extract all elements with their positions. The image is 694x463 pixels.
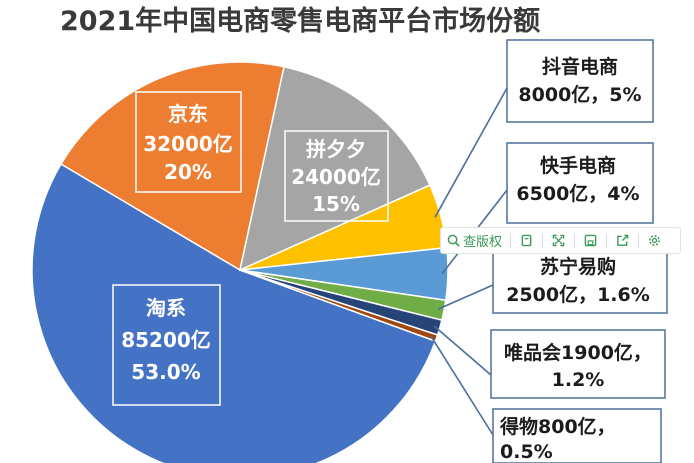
label-pinxixi-name: 拼夕夕: [306, 137, 366, 161]
callout-suning-name: 苏宁易购: [540, 255, 616, 278]
label-taoxi-percent: 53.0%: [131, 360, 200, 384]
leader-line-suning: [437, 284, 494, 310]
callout-vip-value: 唯品会1900亿，: [504, 341, 652, 364]
toolbar-divider: [510, 233, 512, 248]
copy-icon: [521, 234, 532, 247]
callout-kuaishou: 快手电商 6500亿，4%: [506, 142, 654, 224]
callout-kuaishou-value: 6500亿，4%: [516, 182, 639, 205]
callout-vip: 唯品会1900亿， 1.2%: [490, 329, 666, 399]
share-button[interactable]: [607, 228, 638, 253]
save-icon: [584, 234, 597, 247]
chart-title: 2021年中国电商零售电商平台市场份额: [60, 5, 540, 37]
callout-dewu-percent: 0.5%: [500, 441, 553, 463]
callout-douyin-name: 抖音电商: [542, 55, 618, 78]
copy-button[interactable]: [511, 228, 542, 253]
label-pinxixi-percent: 15%: [312, 192, 360, 216]
toolbar-divider: [574, 233, 576, 248]
label-taoxi-name: 淘系: [146, 296, 186, 320]
label-taoxi: 淘系 85200亿 53.0%: [112, 284, 221, 406]
settings-button[interactable]: [639, 228, 670, 253]
callout-suning-value: 2500亿，1.6%: [506, 283, 650, 306]
slice-taoxi: [31, 163, 437, 463]
label-jd-name: 京东: [168, 102, 208, 126]
gear-icon: [649, 235, 660, 246]
slice-dewu: [239, 269, 439, 343]
toolbar-divider: [606, 233, 608, 248]
callout-suning: 苏宁易购 2500亿，1.6%: [492, 244, 668, 314]
label-pinxixi-value: 24000亿: [291, 165, 381, 189]
label-taoxi-value: 85200亿: [121, 328, 211, 352]
slice-jd: [59, 61, 285, 272]
slice-pinxixi: [238, 65, 431, 272]
copyright-check-button[interactable]: 查版权: [441, 228, 510, 253]
toolbar-divider: [542, 233, 544, 248]
label-jd-value: 32000亿: [143, 132, 233, 156]
label-jd-percent: 20%: [164, 160, 212, 184]
label-pinxixi: 拼夕夕 24000亿 15%: [284, 130, 389, 222]
callout-douyin: 抖音电商 8000亿，5%: [506, 39, 654, 123]
callout-dewu: 得物800亿， 0.5%: [492, 408, 662, 463]
callout-kuaishou-name: 快手电商: [540, 154, 616, 177]
expand-button[interactable]: [543, 228, 574, 253]
expand-icon: [552, 234, 565, 247]
leader-line-douyin: [434, 87, 508, 218]
leader-line-dewu: [430, 335, 494, 436]
save-button[interactable]: [575, 228, 606, 253]
leader-line-vip: [433, 325, 492, 376]
label-jd: 京东 32000亿 20%: [135, 91, 242, 193]
callout-douyin-value: 8000亿，5%: [518, 83, 641, 106]
share-icon: [617, 234, 629, 246]
toolbar-divider: [638, 233, 640, 248]
callout-vip-percent: 1.2%: [552, 369, 605, 391]
image-toolbar: 查版权: [440, 227, 681, 254]
copyright-check-label: 查版权: [463, 235, 503, 250]
callout-dewu-value: 得物800亿，: [499, 415, 616, 438]
magnifier-icon: [447, 234, 460, 247]
pie-slices: [31, 61, 449, 463]
